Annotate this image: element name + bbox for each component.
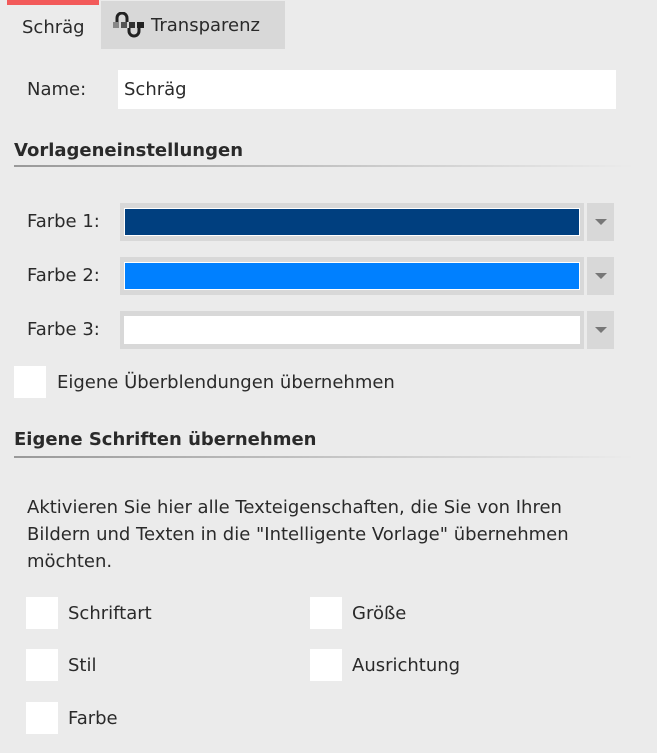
fonts-description: Aktivieren Sie hier alle Texteigenschaft… bbox=[27, 497, 569, 572]
font-color-label: Farbe bbox=[68, 708, 118, 729]
font-size-label: Größe bbox=[352, 603, 407, 624]
tab-transparenz[interactable]: Transparenz bbox=[101, 1, 285, 49]
color-2-picker[interactable] bbox=[120, 257, 584, 295]
color-3-picker[interactable] bbox=[120, 311, 584, 349]
divider bbox=[14, 456, 634, 458]
color-1-swatch bbox=[124, 208, 580, 236]
color-3-dropdown-button[interactable] bbox=[587, 311, 614, 349]
name-input[interactable]: Schräg bbox=[118, 70, 616, 109]
color-1-label: Farbe 1: bbox=[27, 211, 100, 232]
color-2-label: Farbe 2: bbox=[27, 265, 100, 286]
own-transitions-checkbox[interactable] bbox=[14, 366, 46, 398]
divider bbox=[14, 165, 634, 167]
color-2-dropdown-button[interactable] bbox=[587, 257, 614, 295]
color-3-swatch bbox=[124, 316, 580, 344]
section-heading-fonts: Eigene Schriften übernehmen bbox=[14, 429, 317, 450]
tab-label: Transparenz bbox=[151, 14, 260, 36]
alignment-checkbox[interactable] bbox=[310, 649, 342, 681]
tab-schraeg[interactable]: Schräg bbox=[22, 17, 85, 38]
font-family-checkbox[interactable] bbox=[26, 597, 58, 629]
font-color-checkbox[interactable] bbox=[26, 702, 58, 734]
own-transitions-label: Eigene Überblendungen übernehmen bbox=[57, 372, 395, 393]
color-1-picker[interactable] bbox=[120, 203, 584, 241]
color-2-swatch bbox=[124, 262, 580, 290]
font-style-label: Stil bbox=[68, 655, 97, 676]
color-1-dropdown-button[interactable] bbox=[587, 203, 614, 241]
color-3-label: Farbe 3: bbox=[27, 319, 100, 340]
section-heading-template-settings: Vorlageneinstellungen bbox=[14, 140, 244, 161]
font-family-label: Schriftart bbox=[68, 603, 152, 624]
name-label: Name: bbox=[27, 79, 87, 100]
font-size-checkbox[interactable] bbox=[310, 597, 342, 629]
font-style-checkbox[interactable] bbox=[26, 649, 58, 681]
transparency-icon bbox=[113, 12, 144, 38]
active-tab-indicator bbox=[7, 0, 99, 5]
alignment-label: Ausrichtung bbox=[352, 655, 461, 676]
